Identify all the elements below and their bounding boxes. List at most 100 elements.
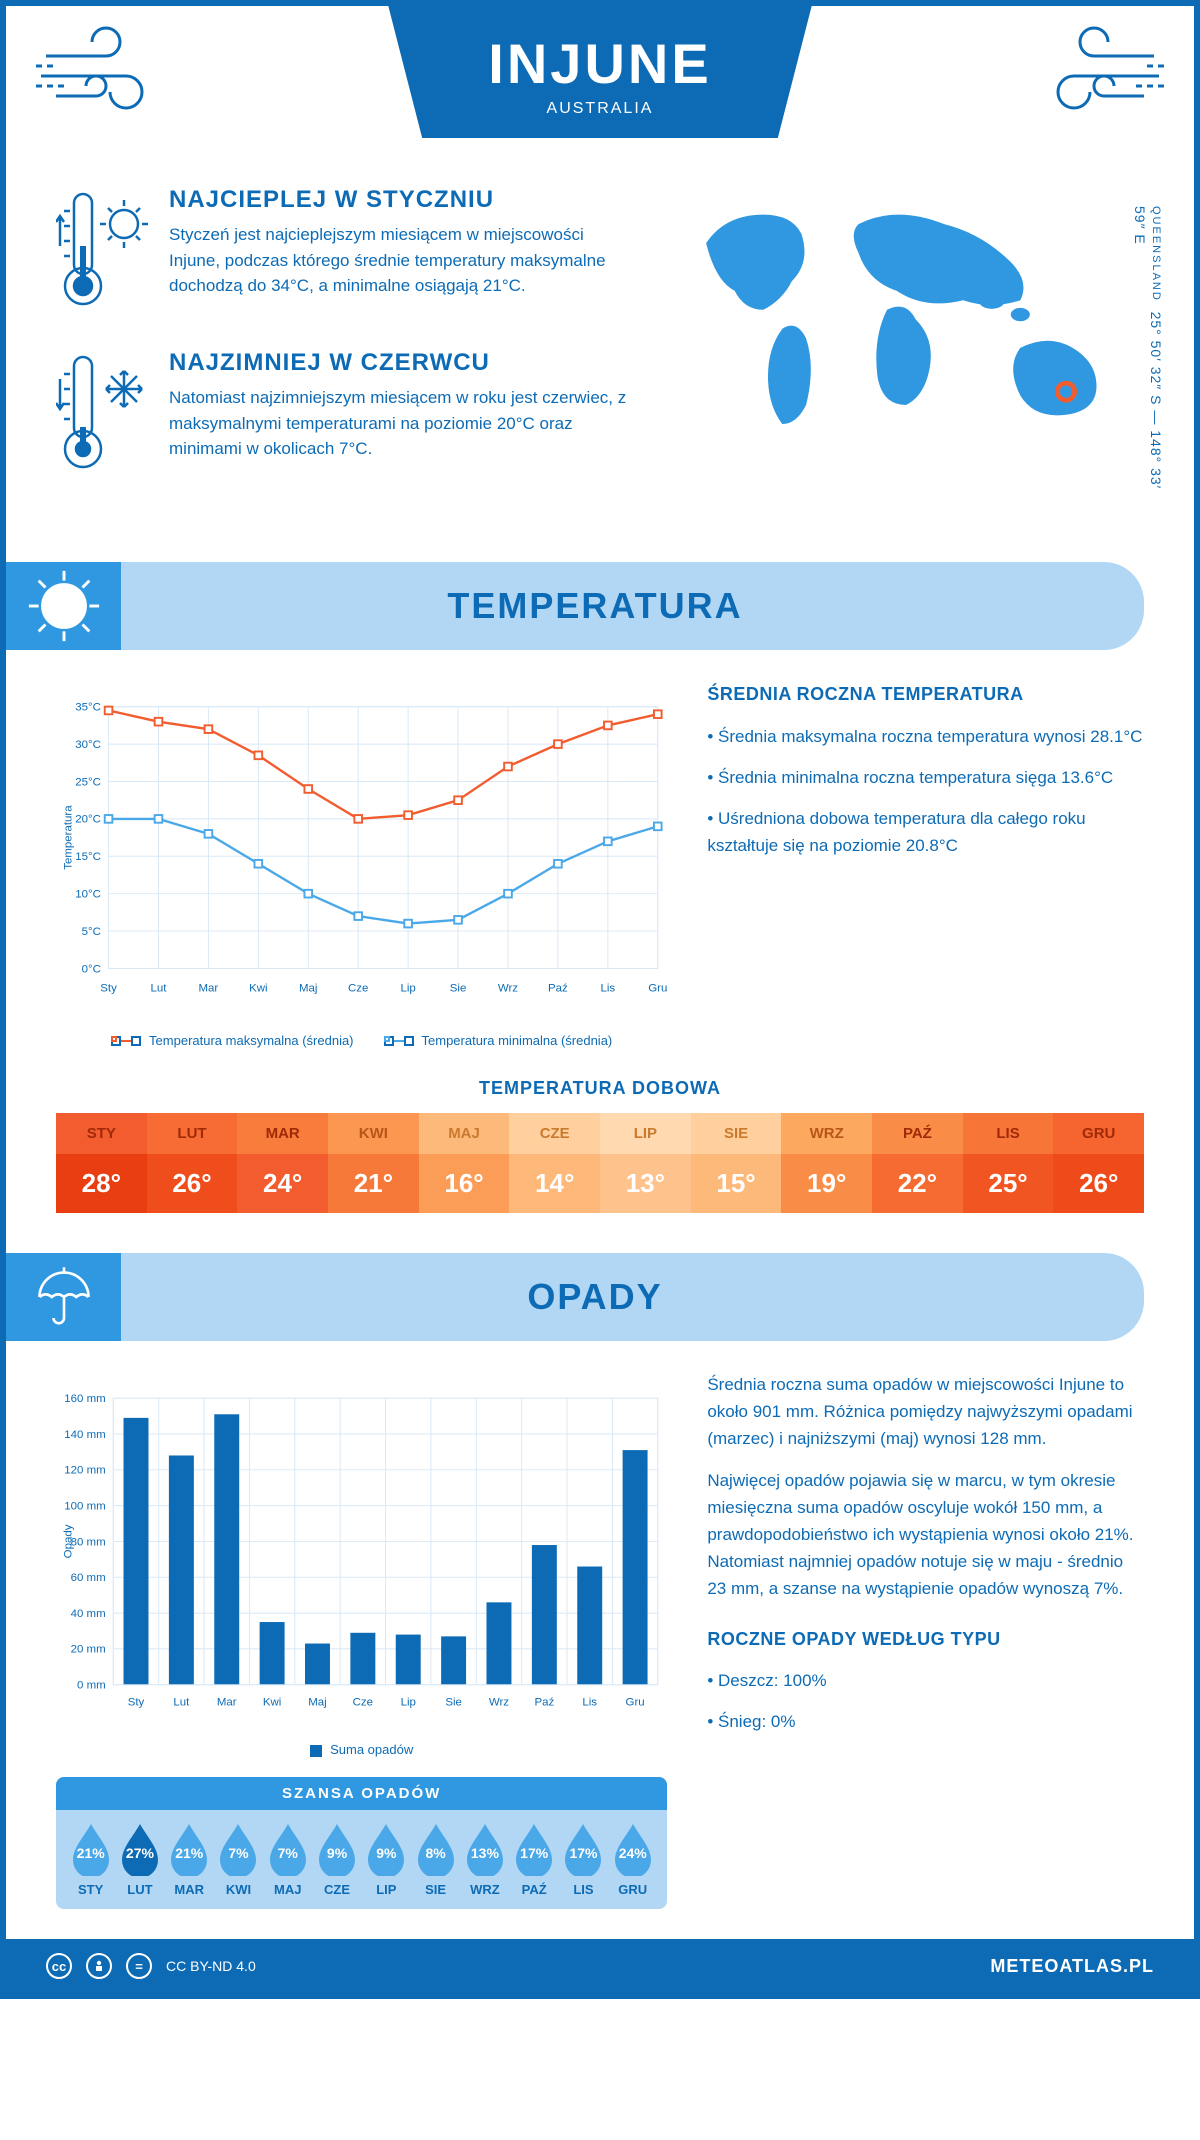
temp-table-cell: WRZ 19°: [781, 1113, 872, 1213]
temp-table-cell: PAŹ 22°: [872, 1113, 963, 1213]
license-text: CC BY-ND 4.0: [166, 1958, 256, 1974]
thermometer-sun-icon: [56, 186, 151, 321]
precip-bar-chart: 0 mm20 mm40 mm60 mm80 mm100 mm120 mm140 …: [56, 1371, 667, 1731]
daily-temp-title: TEMPERATURA DOBOWA: [6, 1078, 1194, 1099]
svg-text:40 mm: 40 mm: [71, 1608, 106, 1620]
svg-text:Mar: Mar: [217, 1697, 237, 1709]
svg-text:25°C: 25°C: [75, 776, 101, 788]
svg-text:Mar: Mar: [199, 982, 219, 994]
temp-table-cell: LUT 26°: [147, 1113, 238, 1213]
world-map: QUEENSLAND 25° 50′ 32″ S — 148° 33′ 59″ …: [668, 186, 1144, 512]
temp-table-cell: CZE 14°: [509, 1113, 600, 1213]
svg-text:Sty: Sty: [100, 982, 117, 994]
temperature-bullet: • Średnia minimalna roczna temperatura s…: [707, 764, 1144, 791]
precip-legend: Suma opadów: [56, 1742, 667, 1757]
section-header-temperature: TEMPERATURA: [6, 562, 1144, 650]
temp-table-cell: STY 28°: [56, 1113, 147, 1213]
daily-temp-table: STY 28°LUT 26°MAR 24°KWI 21°MAJ 16°CZE 1…: [56, 1113, 1144, 1213]
svg-text:30°C: 30°C: [75, 739, 101, 751]
location-title: INJUNE: [488, 31, 711, 96]
precip-summary: Średnia roczna suma opadów w miejscowośc…: [707, 1371, 1144, 1909]
temp-table-cell: LIP 13°: [600, 1113, 691, 1213]
chance-drop: 17% PAŹ: [510, 1822, 559, 1897]
page-footer: cc = CC BY-ND 4.0 METEOATLAS.PL: [6, 1939, 1194, 1993]
svg-text:Opady: Opady: [62, 1524, 74, 1558]
svg-text:Gru: Gru: [626, 1697, 645, 1709]
chance-drop: 24% GRU: [608, 1822, 657, 1897]
temp-table-cell: GRU 26°: [1053, 1113, 1144, 1213]
svg-text:Lut: Lut: [151, 982, 168, 994]
temperature-bullet: • Średnia maksymalna roczna temperatura …: [707, 723, 1144, 750]
svg-text:Sie: Sie: [450, 982, 467, 994]
svg-text:Lip: Lip: [401, 1697, 416, 1709]
temp-table-cell: KWI 21°: [328, 1113, 419, 1213]
nd-icon: =: [126, 1953, 152, 1979]
by-icon: [86, 1953, 112, 1979]
section-header-precip: OPADY: [6, 1253, 1144, 1341]
location-subtitle: AUSTRALIA: [488, 100, 711, 118]
svg-text:20 mm: 20 mm: [71, 1644, 106, 1656]
chance-drop: 13% WRZ: [460, 1822, 509, 1897]
svg-text:160 mm: 160 mm: [64, 1393, 105, 1405]
umbrella-icon: [6, 1253, 121, 1341]
svg-text:Paź: Paź: [534, 1697, 554, 1709]
svg-text:Wrz: Wrz: [498, 982, 518, 994]
precip-chance-box: SZANSA OPADÓW 21% STY 27% LUT 21% MAR 7%…: [56, 1777, 667, 1909]
temp-table-cell: MAR 24°: [237, 1113, 328, 1213]
coordinates: QUEENSLAND 25° 50′ 32″ S — 148° 33′ 59″ …: [1132, 206, 1164, 512]
fact-coldest: NAJZIMNIEJ W CZERWCU Natomiast najzimnie…: [56, 349, 638, 484]
temp-table-cell: LIS 25°: [963, 1113, 1054, 1213]
svg-text:Temperatura: Temperatura: [62, 805, 74, 870]
fact-warmest-body: Styczeń jest najcieplejszym miesiącem w …: [169, 222, 638, 299]
svg-text:Sie: Sie: [445, 1697, 462, 1709]
svg-text:10°C: 10°C: [75, 888, 101, 900]
title-banner: INJUNE AUSTRALIA: [388, 6, 811, 138]
svg-text:Paź: Paź: [548, 982, 568, 994]
legend-item: Temperatura maksymalna (średnia): [111, 1033, 353, 1048]
temperature-line-chart: 0°C5°C10°C15°C20°C25°C30°C35°CStyLutMarK…: [56, 680, 667, 1020]
precip-paragraph: Najwięcej opadów pojawia się w marcu, w …: [707, 1467, 1144, 1603]
fact-coldest-body: Natomiast najzimniejszym miesiącem w rok…: [169, 385, 638, 462]
fact-coldest-title: NAJZIMNIEJ W CZERWCU: [169, 349, 638, 377]
svg-text:0 mm: 0 mm: [77, 1680, 106, 1692]
thermometer-snow-icon: [56, 349, 151, 484]
svg-text:0°C: 0°C: [82, 963, 101, 975]
svg-text:Gru: Gru: [648, 982, 667, 994]
temp-table-cell: MAJ 16°: [419, 1113, 510, 1213]
svg-text:100 mm: 100 mm: [64, 1500, 105, 1512]
svg-text:15°C: 15°C: [75, 851, 101, 863]
svg-text:Sty: Sty: [128, 1697, 145, 1709]
svg-text:Lut: Lut: [173, 1697, 190, 1709]
chance-drop: 7% MAJ: [263, 1822, 312, 1897]
fact-warmest: NAJCIEPLEJ W STYCZNIU Styczeń jest najci…: [56, 186, 638, 321]
svg-text:Lis: Lis: [601, 982, 616, 994]
svg-text:Maj: Maj: [299, 982, 317, 994]
svg-text:60 mm: 60 mm: [71, 1572, 106, 1584]
chance-drop: 9% CZE: [312, 1822, 361, 1897]
svg-text:Lip: Lip: [400, 982, 415, 994]
cc-icon: cc: [46, 1953, 72, 1979]
legend-item: Temperatura minimalna (średnia): [384, 1033, 613, 1048]
sun-icon: [6, 562, 121, 650]
chance-drop: 21% MAR: [165, 1822, 214, 1897]
svg-text:Lis: Lis: [582, 1697, 597, 1709]
svg-text:140 mm: 140 mm: [64, 1429, 105, 1441]
precip-type-line: • Deszcz: 100%: [707, 1667, 1144, 1694]
svg-text:80 mm: 80 mm: [71, 1536, 106, 1548]
wind-icon: [1024, 26, 1164, 126]
svg-text:Wrz: Wrz: [489, 1697, 509, 1709]
chance-drop: 7% KWI: [214, 1822, 263, 1897]
temperature-summary: ŚREDNIA ROCZNA TEMPERATURA • Średnia mak…: [707, 680, 1144, 1048]
svg-text:Maj: Maj: [308, 1697, 326, 1709]
svg-text:Kwi: Kwi: [263, 1697, 281, 1709]
chance-drop: 27% LUT: [115, 1822, 164, 1897]
svg-text:Cze: Cze: [353, 1697, 373, 1709]
temp-table-cell: SIE 15°: [691, 1113, 782, 1213]
svg-text:Cze: Cze: [348, 982, 368, 994]
precip-type-line: • Śnieg: 0%: [707, 1708, 1144, 1735]
precip-paragraph: Średnia roczna suma opadów w miejscowośc…: [707, 1371, 1144, 1453]
chance-drop: 9% LIP: [362, 1822, 411, 1897]
fact-warmest-title: NAJCIEPLEJ W STYCZNIU: [169, 186, 638, 214]
temperature-bullet: • Uśredniona dobowa temperatura dla całe…: [707, 805, 1144, 859]
chance-drop: 8% SIE: [411, 1822, 460, 1897]
